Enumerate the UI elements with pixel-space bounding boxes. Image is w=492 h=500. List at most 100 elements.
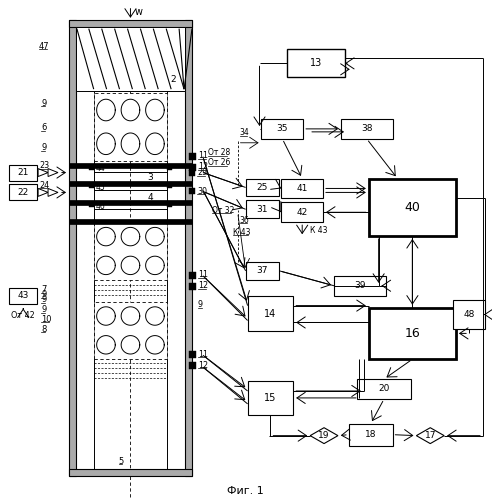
Bar: [9, 164, 37, 180]
Text: 15: 15: [264, 393, 277, 403]
Text: 36: 36: [240, 216, 249, 224]
Bar: [69, 182, 192, 186]
Text: 45: 45: [96, 183, 105, 192]
Text: 9: 9: [41, 295, 46, 304]
Bar: [93, 222, 167, 280]
Text: 4: 4: [148, 193, 153, 202]
Bar: [89, 184, 93, 188]
Bar: [89, 164, 93, 170]
Bar: [246, 178, 279, 196]
Text: 3: 3: [148, 173, 153, 182]
Text: 9: 9: [41, 290, 46, 299]
Text: 16: 16: [404, 327, 420, 340]
Text: 8: 8: [41, 325, 46, 334]
Text: 25: 25: [257, 183, 268, 192]
Text: 35: 35: [277, 124, 288, 134]
Bar: [9, 288, 37, 304]
Text: 42: 42: [297, 208, 308, 217]
Bar: [167, 202, 172, 207]
Bar: [246, 262, 279, 280]
Text: 41: 41: [297, 184, 308, 193]
Text: 7: 7: [41, 285, 46, 294]
Text: 6: 6: [41, 124, 46, 132]
Text: 43: 43: [18, 291, 29, 300]
Text: 24: 24: [39, 181, 49, 190]
Bar: [246, 200, 279, 218]
Bar: [167, 164, 172, 170]
Text: 21: 21: [18, 168, 29, 177]
Text: 47: 47: [39, 42, 50, 51]
Text: 44: 44: [96, 164, 105, 173]
Text: 5: 5: [119, 457, 124, 466]
Text: 11: 11: [198, 270, 208, 280]
Text: От 26: От 26: [208, 158, 230, 167]
Text: 29: 29: [197, 168, 207, 177]
Text: 14: 14: [264, 308, 277, 318]
Bar: [341, 119, 393, 139]
Text: 39: 39: [354, 281, 366, 290]
Text: К 43: К 43: [310, 226, 328, 234]
Text: 48: 48: [463, 310, 475, 319]
Bar: [69, 20, 76, 476]
Bar: [189, 362, 196, 369]
Bar: [287, 50, 345, 78]
Bar: [69, 20, 192, 26]
Bar: [369, 178, 456, 236]
Bar: [453, 300, 485, 330]
Bar: [281, 202, 323, 222]
Bar: [167, 184, 172, 188]
Bar: [69, 162, 192, 168]
Text: 13: 13: [310, 58, 322, 68]
Bar: [93, 302, 167, 359]
Bar: [247, 296, 293, 332]
Bar: [76, 26, 185, 91]
Polygon shape: [48, 168, 58, 176]
Bar: [189, 164, 196, 170]
Bar: [357, 379, 411, 399]
Text: 11: 11: [198, 350, 208, 358]
Bar: [93, 93, 167, 160]
Bar: [189, 170, 195, 175]
Text: 19: 19: [318, 431, 330, 440]
Bar: [281, 178, 323, 199]
Bar: [261, 119, 303, 139]
Bar: [189, 188, 195, 194]
Text: От 32: От 32: [212, 206, 234, 215]
Text: 2: 2: [170, 74, 176, 84]
Text: 30: 30: [197, 187, 207, 196]
Text: 18: 18: [365, 430, 376, 439]
Text: К 43: К 43: [233, 228, 250, 236]
Text: w: w: [134, 6, 142, 16]
Text: Фиг. 1: Фиг. 1: [227, 486, 264, 496]
Polygon shape: [310, 428, 338, 444]
Text: 34: 34: [240, 128, 249, 138]
Polygon shape: [38, 188, 48, 196]
Text: 22: 22: [18, 188, 29, 197]
Bar: [9, 184, 37, 200]
Bar: [69, 219, 192, 224]
Bar: [189, 283, 196, 290]
Text: 38: 38: [361, 124, 372, 134]
Bar: [189, 152, 196, 160]
Text: 17: 17: [425, 431, 436, 440]
Bar: [69, 200, 192, 205]
Text: 20: 20: [378, 384, 390, 394]
Text: 31: 31: [257, 205, 268, 214]
Text: 37: 37: [257, 266, 268, 276]
Bar: [69, 470, 192, 476]
Bar: [189, 352, 196, 358]
Text: 11: 11: [198, 151, 208, 160]
Bar: [89, 202, 93, 207]
Text: 23: 23: [39, 161, 49, 170]
Text: 9: 9: [198, 300, 203, 309]
Polygon shape: [416, 428, 444, 444]
Text: От 28: От 28: [208, 148, 230, 157]
Bar: [349, 424, 393, 446]
Bar: [189, 272, 196, 279]
Text: 46: 46: [96, 202, 105, 211]
Text: 40: 40: [404, 201, 420, 214]
Text: 9: 9: [41, 98, 46, 108]
Text: 10: 10: [41, 315, 52, 324]
Text: От 42: От 42: [11, 311, 35, 320]
Text: 12: 12: [198, 281, 208, 290]
